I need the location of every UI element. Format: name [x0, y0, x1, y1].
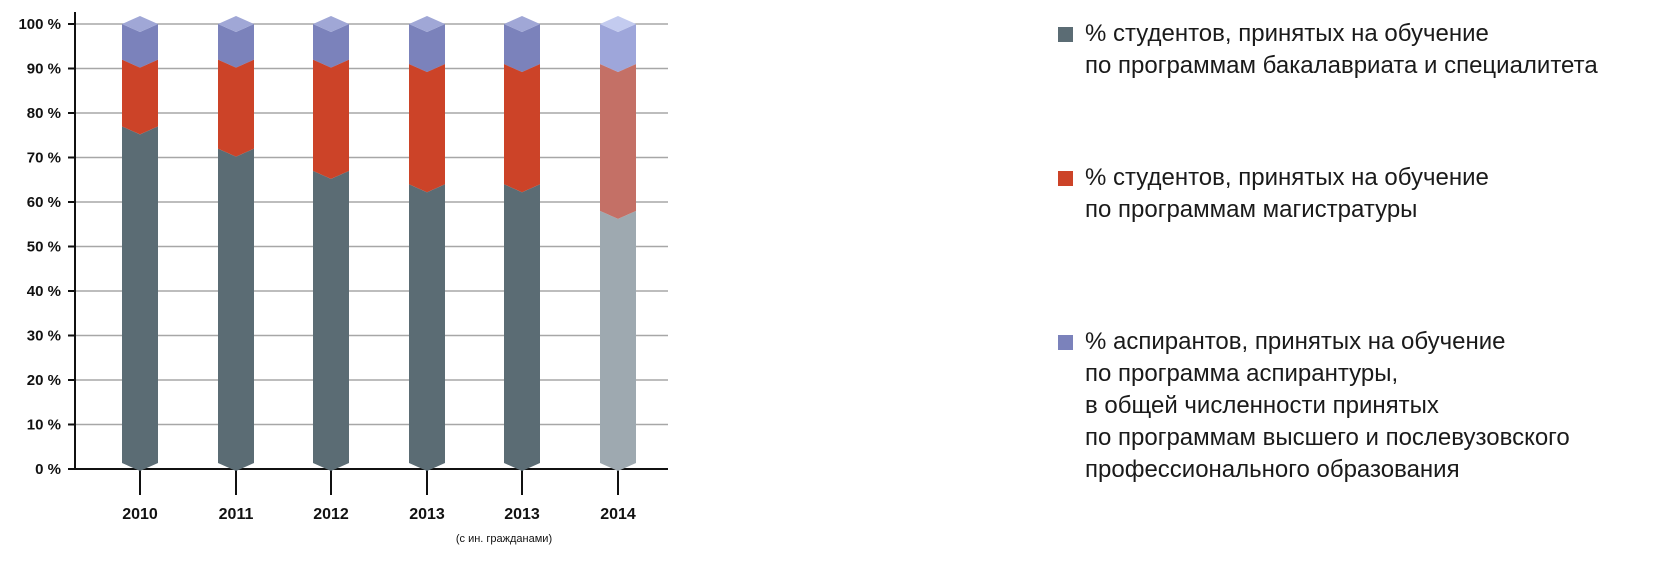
bar-segment [600, 24, 636, 73]
legend-label-master: % студентов, принятых на обучение по про… [1085, 164, 1489, 223]
bar-segment [504, 24, 540, 73]
bar-segment-cap [504, 16, 540, 32]
bar-group [313, 16, 349, 471]
bar-segment-cap [313, 16, 349, 32]
legend-swatch-postgraduate [1058, 335, 1073, 350]
stacked-bar-chart: 0 % 10 % 20 % 30 % 40 % 50 % 60 % 70 % 80 % 90 % 1… [18, 12, 668, 545]
legend-swatch-bachelor [1058, 27, 1073, 42]
bar-group [218, 16, 254, 471]
bar-group [122, 16, 158, 471]
x-tick-label: 2013 [504, 506, 540, 523]
x-tick-label: 2011 [219, 506, 254, 523]
y-tick-label: 50 % [27, 239, 61, 256]
bar-segment [600, 64, 636, 219]
axis-labels: 0 % 10 % 20 % 30 % 40 % 50 % 60 % 70 % 80 % 90 % 1… [18, 16, 635, 545]
bar-segment-cap [218, 16, 254, 32]
bar-segment [409, 184, 445, 471]
y-tick-label: 60 % [27, 194, 61, 211]
bar-group [409, 16, 445, 471]
y-tick-label: 30 % [27, 328, 61, 345]
x-tick-label: 2014 [600, 506, 636, 523]
y-tick-label: 0 % [35, 461, 61, 478]
bar-segment [218, 24, 254, 68]
bar-segment [409, 24, 445, 73]
x-tick-label: 2010 [122, 506, 158, 523]
bar-segment [218, 59, 254, 157]
bar-segment [409, 64, 445, 193]
axes [68, 12, 668, 495]
legend-label-postgraduate: % аспирантов, принятых на обучение по пр… [1085, 328, 1570, 483]
grid-lines [75, 23, 668, 426]
bar-group [504, 16, 540, 471]
bar-segment [122, 24, 158, 68]
x-tick-label: 2012 [313, 506, 349, 523]
bar-segment [313, 59, 349, 179]
x-tick-sublabel: (с ин. гражданами) [456, 533, 552, 545]
bar-segment-cap [409, 16, 445, 32]
bar-segment-cap [122, 16, 158, 32]
legend-label-bachelor: % студентов, принятых на обучение по про… [1085, 20, 1598, 79]
bar-segment [122, 59, 158, 135]
bar-segment [122, 126, 158, 471]
y-tick-label: 80 % [27, 105, 61, 122]
y-tick-label: 20 % [27, 372, 61, 389]
bar-segment [504, 184, 540, 471]
y-tick-label: 40 % [27, 283, 61, 300]
bar-group [600, 16, 636, 471]
x-tick-label: 2013 [409, 506, 445, 523]
bar-segment [600, 210, 636, 471]
bar-segment [313, 170, 349, 471]
bar-segment [504, 64, 540, 193]
y-tick-label: 90 % [27, 61, 61, 78]
bars [122, 16, 636, 471]
bar-segment-cap [600, 16, 636, 32]
bar-segment [218, 148, 254, 471]
y-tick-label: 70 % [27, 150, 61, 167]
bar-segment [313, 24, 349, 68]
legend-swatch-master [1058, 171, 1073, 186]
y-tick-label: 10 % [27, 417, 61, 434]
y-tick-label: 100 % [18, 16, 61, 33]
